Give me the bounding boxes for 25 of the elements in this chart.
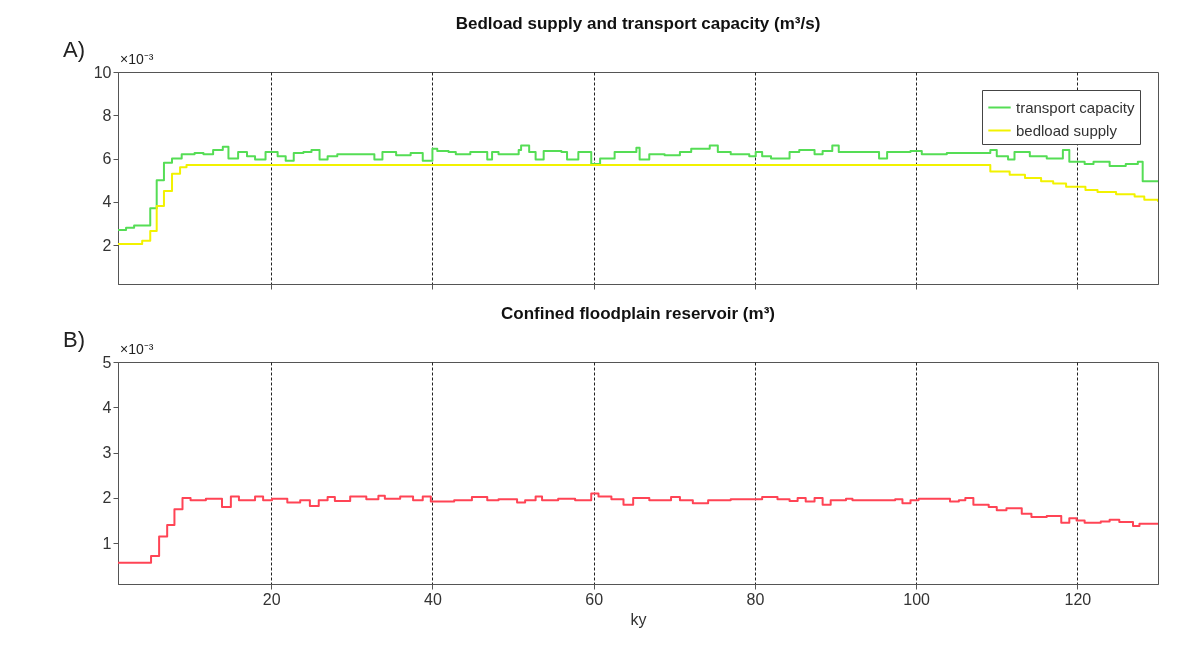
y-tick-label: 8 [102, 106, 112, 124]
x-axis-title: ky [630, 610, 647, 628]
y-tick-label: 2 [102, 236, 112, 254]
chart-title: Confined floodplain reservoir (m³) [501, 304, 775, 323]
x-tick-label: 40 [424, 590, 442, 608]
y-tick-label: 1 [102, 534, 112, 552]
y-tick-label: 4 [102, 398, 112, 416]
text: B) [63, 327, 85, 352]
y-tick-label: 3 [102, 444, 112, 462]
y-tick-label: 4 [102, 193, 112, 211]
y-tick-label: 2 [102, 489, 112, 507]
x-tick-label: 20 [262, 590, 281, 608]
y-tick-label: 6 [102, 150, 112, 168]
legend-label: bedload supply [1016, 121, 1118, 139]
legend-label: transport capacity [1016, 98, 1135, 116]
text: ×10⁻³ [120, 51, 154, 67]
y-tick-label: 5 [102, 353, 112, 371]
chart-title: Bedload supply and transport capacity (m³/s) [455, 14, 821, 33]
x-tick-label: 120 [1064, 590, 1092, 608]
y-tick-label: 10 [93, 63, 112, 81]
text: A) [63, 37, 85, 62]
x-tick-label: 80 [746, 590, 765, 608]
x-tick-label: 100 [903, 590, 931, 608]
text: ×10⁻³ [120, 341, 154, 357]
x-tick-label: 60 [585, 590, 604, 608]
